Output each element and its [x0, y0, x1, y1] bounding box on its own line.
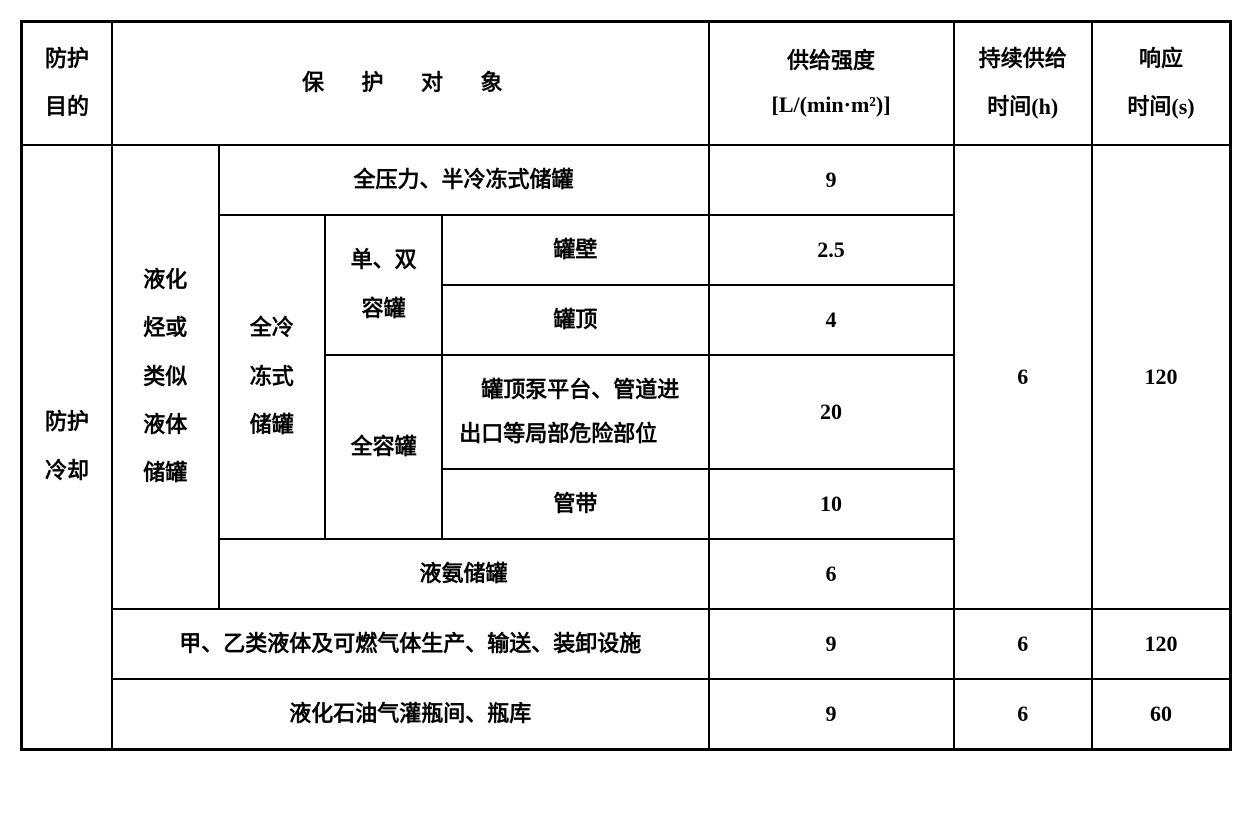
r2b1-intensity: 20 — [709, 355, 954, 469]
header-object: 保 护 对 象 — [112, 22, 709, 145]
header-duration: 持续供给时间(h) — [954, 22, 1092, 145]
table-header-row: 防护目的 保 护 对 象 供给强度 [L/(min·m²)] 持续供给时间(h)… — [22, 22, 1231, 145]
r2b1-object: 罐顶泵平台、管道进出口等局部危险部位 — [442, 355, 708, 469]
header-intensity-line2: [L/(min·m²)] — [772, 92, 891, 117]
r4-duration: 6 — [954, 609, 1092, 679]
tank-group-label: 液化烃或类似液体储罐 — [112, 145, 219, 609]
protection-cooling-table: 防护目的 保 护 对 象 供给强度 [L/(min·m²)] 持续供给时间(h)… — [20, 20, 1232, 751]
r3-intensity: 6 — [709, 539, 954, 609]
header-response: 响应时间(s) — [1092, 22, 1231, 145]
r1-intensity: 9 — [709, 145, 954, 215]
r2b2-object: 管带 — [442, 469, 708, 539]
r4-object: 甲、乙类液体及可燃气体生产、输送、装卸设施 — [112, 609, 709, 679]
group-duration: 6 — [954, 145, 1092, 609]
header-intensity: 供给强度 [L/(min·m²)] — [709, 22, 954, 145]
r5-duration: 6 — [954, 679, 1092, 750]
r2a2-object: 罐顶 — [442, 285, 708, 355]
r2b2-intensity: 10 — [709, 469, 954, 539]
group-response: 120 — [1092, 145, 1231, 609]
r2a1-intensity: 2.5 — [709, 215, 954, 285]
table-row: 液化石油气灌瓶间、瓶库 9 6 60 — [22, 679, 1231, 750]
r5-intensity: 9 — [709, 679, 954, 750]
r2a-label: 单、双容罐 — [325, 215, 442, 355]
purpose-cell: 防护冷却 — [22, 145, 113, 750]
r5-object: 液化石油气灌瓶间、瓶库 — [112, 679, 709, 750]
r2b-label: 全容罐 — [325, 355, 442, 539]
r5-response: 60 — [1092, 679, 1231, 750]
r3-object: 液氨储罐 — [219, 539, 709, 609]
table-row: 甲、乙类液体及可燃气体生产、输送、装卸设施 9 6 120 — [22, 609, 1231, 679]
header-purpose: 防护目的 — [22, 22, 113, 145]
r2-label: 全冷冻式储罐 — [219, 215, 326, 539]
r4-intensity: 9 — [709, 609, 954, 679]
table-row: 防护冷却 液化烃或类似液体储罐 全压力、半冷冻式储罐 9 6 120 — [22, 145, 1231, 215]
r1-object: 全压力、半冷冻式储罐 — [219, 145, 709, 215]
r2a2-intensity: 4 — [709, 285, 954, 355]
header-intensity-line1: 供给强度 — [787, 48, 875, 73]
r2a1-object: 罐壁 — [442, 215, 708, 285]
r4-response: 120 — [1092, 609, 1231, 679]
